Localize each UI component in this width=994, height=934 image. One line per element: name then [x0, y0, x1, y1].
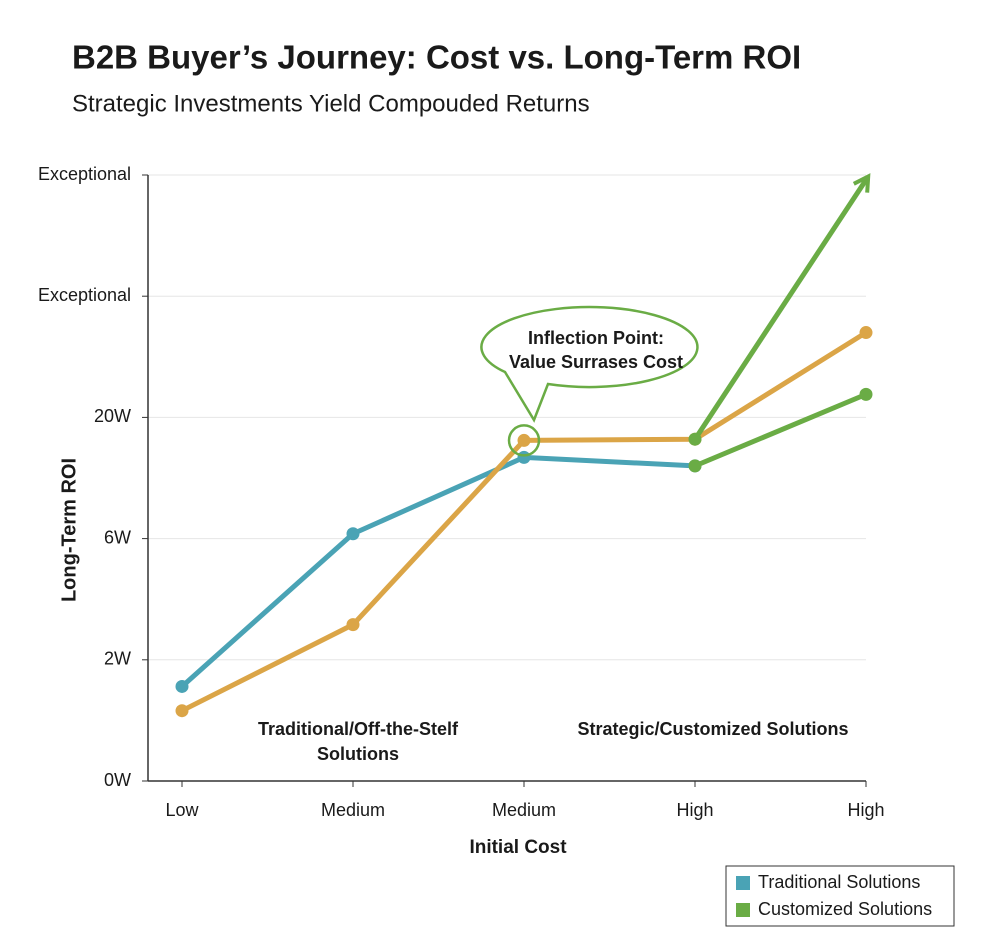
- y-tick-label: 6W: [104, 527, 131, 547]
- legend-swatch: [736, 903, 750, 917]
- line: [694, 392, 867, 469]
- point: [346, 527, 360, 541]
- y-tick-label: 0W: [104, 770, 131, 790]
- annotation: Value Surrases Cost: [509, 352, 683, 372]
- point: [517, 433, 531, 447]
- legend-box: [725, 865, 955, 927]
- annotation: Traditional/Off-the-Stelf: [258, 719, 459, 739]
- point: [688, 459, 702, 473]
- y-tick-label: Exceptional: [38, 285, 131, 305]
- legend-swatch: [736, 876, 750, 890]
- point: [346, 618, 360, 632]
- point: [175, 679, 189, 693]
- y-axis-label: Long-Term ROI: [58, 458, 80, 602]
- line: [692, 173, 871, 441]
- x-tick-label: High: [676, 800, 713, 820]
- point: [859, 387, 873, 401]
- point: [517, 450, 531, 464]
- point: [859, 326, 873, 340]
- legend-label: Traditional Solutions: [758, 872, 920, 892]
- annotation: Strategic/Customized Solutions: [577, 719, 848, 739]
- x-tick-label: Low: [165, 800, 199, 820]
- x-tick-label: Medium: [321, 800, 385, 820]
- x-tick-label: Medium: [492, 800, 556, 820]
- legend-label: Customized Solutions: [758, 899, 932, 919]
- annotation: Inflection Point:: [528, 328, 664, 348]
- y-tick-label: 20W: [94, 406, 131, 426]
- x-tick-label: High: [847, 800, 884, 820]
- y-tick-label: Exceptional: [38, 164, 131, 184]
- y-tick-label: 2W: [104, 649, 131, 669]
- chart-title: B2B Buyer’s Journey: Cost vs. Long-Term …: [72, 39, 801, 76]
- highlight-ring: [507, 424, 541, 457]
- annotation: Solutions: [317, 744, 399, 764]
- point: [175, 704, 189, 718]
- line: [180, 454, 696, 689]
- callout-bubble: [480, 305, 699, 423]
- chart-subtitle: Strategic Investments Yield Compouded Re…: [72, 90, 590, 117]
- point: [688, 432, 702, 446]
- x-axis-label: Initial Cost: [469, 837, 567, 858]
